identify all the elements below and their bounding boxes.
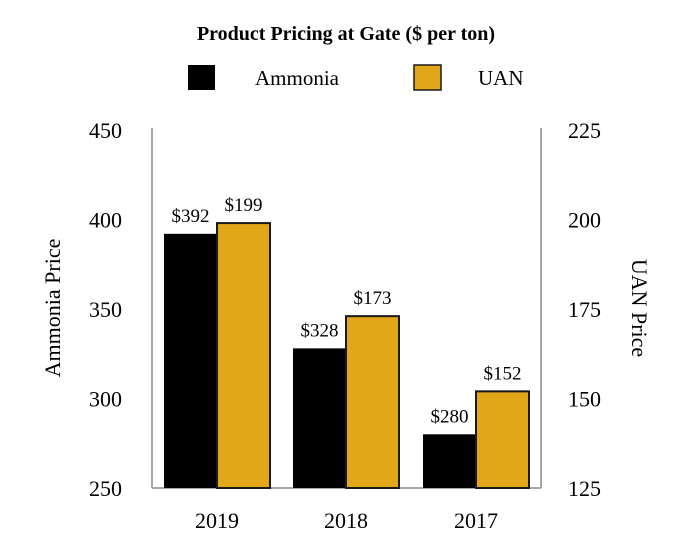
data-label: $173 — [354, 288, 392, 309]
chart-title: Product Pricing at Gate ($ per ton) — [197, 23, 495, 45]
y2-tick-label: 175 — [568, 297, 601, 322]
data-label: $392 — [172, 206, 210, 227]
legend-swatch-ammonia — [188, 65, 215, 90]
data-label: $152 — [484, 363, 522, 384]
y2-axis-label: UAN Price — [627, 259, 652, 357]
bar-ammonia — [423, 434, 476, 488]
legend-swatch-uan — [413, 64, 442, 91]
y-axis-label: Ammonia Price — [40, 239, 65, 378]
data-label: $199 — [225, 195, 263, 216]
data-label: $328 — [301, 320, 339, 341]
y2-tick-label: 150 — [568, 387, 601, 412]
bar-ammonia — [164, 233, 217, 488]
bar-uan — [216, 222, 271, 490]
y-tick-label: 350 — [89, 297, 122, 322]
legend-label-ammonia: Ammonia — [255, 66, 340, 90]
x-tick-label: 2018 — [324, 508, 368, 533]
bar-ammonia — [293, 348, 346, 488]
bar-uan — [475, 390, 530, 489]
bar-uan — [345, 315, 400, 489]
y2-tick-label: 125 — [568, 476, 601, 501]
x-tick-label: 2017 — [454, 508, 498, 533]
y-tick-label: 450 — [89, 118, 122, 143]
legend: Ammonia UAN — [188, 64, 524, 91]
legend-label-uan: UAN — [478, 66, 524, 90]
y-tick-label: 250 — [89, 476, 122, 501]
x-tick-label: 2019 — [195, 508, 239, 533]
y2-tick-label: 200 — [568, 208, 601, 233]
y2-tick-label: 225 — [568, 118, 601, 143]
y-tick-label: 300 — [89, 387, 122, 412]
data-label: $280 — [431, 406, 469, 427]
y-tick-label: 400 — [89, 208, 122, 233]
